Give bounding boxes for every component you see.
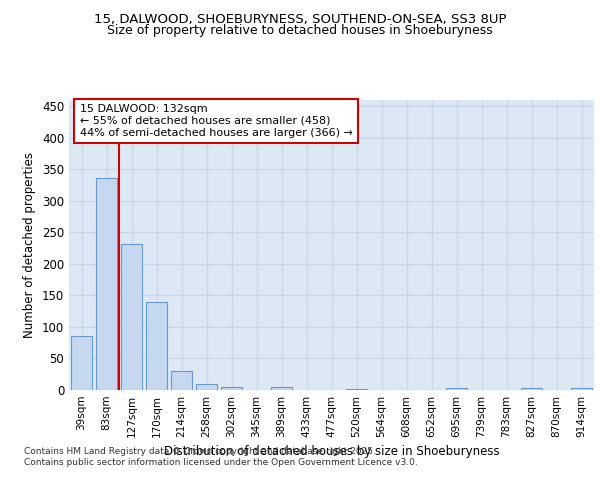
Bar [346,388,367,390]
Text: Contains HM Land Registry data © Crown copyright and database right 2025.
Contai: Contains HM Land Registry data © Crown c… [24,448,418,467]
X-axis label: Distribution of detached houses by size in Shoeburyness: Distribution of detached houses by size … [164,446,499,458]
Bar [196,384,217,390]
Text: 15 DALWOOD: 132sqm
← 55% of detached houses are smaller (458)
44% of semi-detach: 15 DALWOOD: 132sqm ← 55% of detached hou… [79,104,352,138]
Bar [121,244,142,390]
Bar [71,336,92,390]
Bar [221,387,242,390]
Bar [171,371,192,390]
Bar [571,388,592,390]
Bar [271,387,292,390]
Bar [146,302,167,390]
Text: 15, DALWOOD, SHOEBURYNESS, SOUTHEND-ON-SEA, SS3 8UP: 15, DALWOOD, SHOEBURYNESS, SOUTHEND-ON-S… [94,12,506,26]
Bar [446,388,467,390]
Y-axis label: Number of detached properties: Number of detached properties [23,152,37,338]
Text: Size of property relative to detached houses in Shoeburyness: Size of property relative to detached ho… [107,24,493,37]
Bar [521,388,542,390]
Bar [96,178,117,390]
